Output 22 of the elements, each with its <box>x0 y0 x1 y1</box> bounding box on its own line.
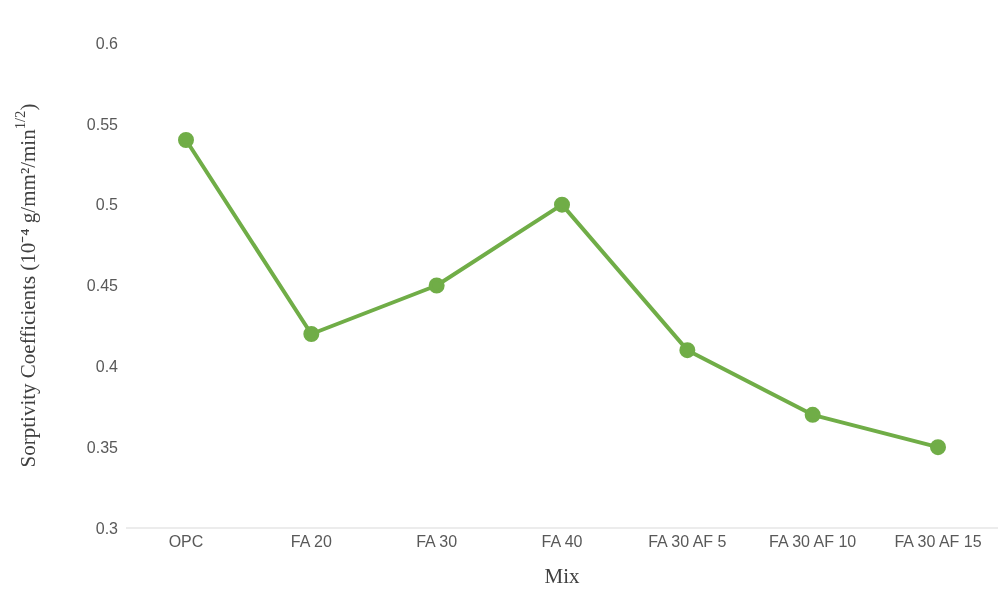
x-tick-label: FA 30 AF 5 <box>648 533 727 551</box>
x-tick-label: FA 40 <box>541 533 583 551</box>
y-tick-label: 0.3 <box>95 519 119 537</box>
y-tick-label: 0.6 <box>95 34 119 52</box>
y-tick-label: 0.45 <box>86 277 119 295</box>
x-tick-label: FA 20 <box>290 533 332 551</box>
point <box>804 406 821 423</box>
point <box>303 326 320 342</box>
y-tick-label: 0.55 <box>86 115 119 133</box>
y-tick-label: 0.4 <box>95 358 119 376</box>
x-tick-label: FA 30 AF 10 <box>769 533 857 551</box>
point <box>178 132 194 148</box>
point <box>930 439 946 456</box>
point <box>679 342 696 359</box>
y-tick-label: 0.5 <box>95 196 119 214</box>
x-tick-label: OPC <box>168 533 204 551</box>
x-tick-label: FA 30 AF 15 <box>894 533 982 551</box>
x-tick-label: FA 30 <box>416 533 458 551</box>
point <box>428 277 445 294</box>
y-tick-label: 0.35 <box>86 438 119 456</box>
point <box>554 196 570 213</box>
x-axis-title: Mix <box>544 564 580 588</box>
